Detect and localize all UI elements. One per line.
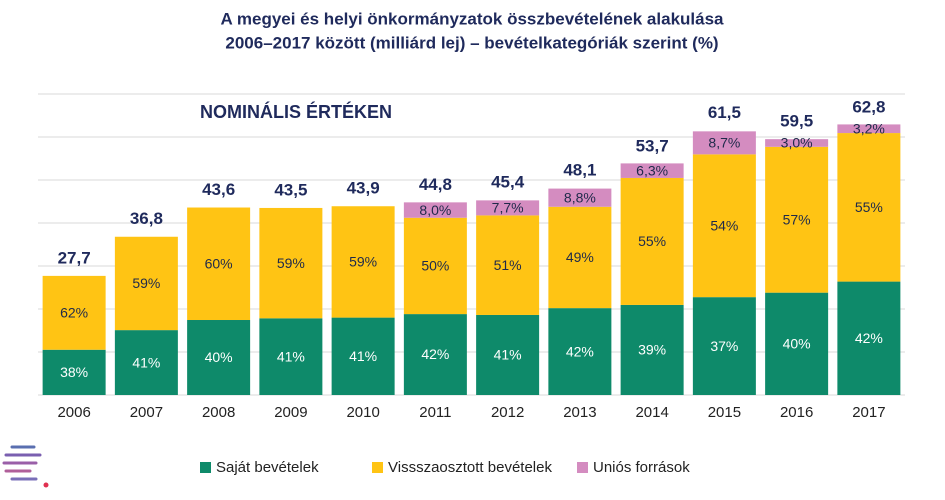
- legend-swatch: [372, 462, 383, 473]
- bar-segment: [837, 124, 901, 134]
- total-label: 43,5: [274, 180, 307, 199]
- data-label: 59%: [132, 275, 160, 291]
- data-label: 40%: [205, 349, 233, 365]
- total-label: 48,1: [563, 161, 596, 180]
- data-label: 41%: [494, 347, 522, 363]
- data-label: 8,8%: [564, 189, 596, 205]
- data-label: 60%: [205, 255, 233, 271]
- data-label: 3,2%: [853, 120, 885, 136]
- total-label: 43,9: [347, 179, 380, 198]
- logo: [2, 445, 49, 488]
- legend-swatch: [577, 462, 588, 473]
- x-tick-label: 2010: [346, 404, 379, 421]
- bar-segment: [692, 131, 756, 155]
- bar-segment: [765, 139, 829, 147]
- x-tick-label: 2008: [202, 404, 235, 421]
- data-label: 55%: [855, 199, 883, 215]
- bar-segment: [765, 146, 829, 293]
- data-label: 41%: [349, 348, 377, 364]
- total-label: 36,8: [130, 209, 163, 228]
- x-tick-label: 2016: [780, 404, 813, 421]
- bar-segment: [476, 200, 540, 216]
- data-label: 7,7%: [492, 200, 524, 216]
- data-label: 54%: [710, 217, 738, 233]
- data-label: 39%: [638, 342, 666, 358]
- data-label: 42%: [421, 346, 449, 362]
- x-tick-label: 2009: [274, 404, 307, 421]
- x-tick-label: 2012: [491, 404, 524, 421]
- data-label: 6,3%: [636, 162, 668, 178]
- data-label: 41%: [277, 348, 305, 364]
- bar-segment: [692, 154, 756, 298]
- data-label: 41%: [132, 354, 160, 370]
- x-tick-label: 2007: [130, 404, 163, 421]
- bar-segment: [403, 202, 467, 218]
- bar-segment: [187, 320, 251, 395]
- data-label: 59%: [349, 254, 377, 270]
- bar-segment: [837, 133, 901, 282]
- x-tick-label: 2017: [852, 404, 885, 421]
- bar-segment: [403, 314, 467, 395]
- bar-segment: [42, 349, 106, 395]
- x-tick-label: 2013: [563, 404, 596, 421]
- chart-title: 2006–2017 között (milliárd lej) – bevéte…: [225, 33, 718, 52]
- data-label: 8,0%: [419, 202, 451, 218]
- total-label: 53,7: [636, 137, 669, 156]
- legend-label: Vissszaosztott bevételek: [388, 459, 552, 476]
- total-label: 43,6: [202, 180, 235, 199]
- bar-segment: [548, 308, 612, 395]
- bar-segment: [114, 236, 178, 331]
- total-label: 59,5: [780, 112, 813, 131]
- data-label: 8,7%: [708, 135, 740, 151]
- data-label: 62%: [60, 305, 88, 321]
- x-tick-label: 2014: [635, 404, 668, 421]
- legend-label: Saját bevételek: [216, 459, 319, 476]
- data-label: 49%: [566, 249, 594, 265]
- data-label: 51%: [494, 257, 522, 273]
- data-label: 38%: [60, 364, 88, 380]
- bar-segment: [476, 314, 540, 395]
- bar-segment: [331, 206, 395, 318]
- bar-segment: [765, 292, 829, 395]
- bar-segment: [114, 330, 178, 395]
- bar-segment: [620, 177, 684, 305]
- bar-segment: [476, 215, 540, 315]
- legend-swatch: [200, 462, 211, 473]
- annotation: NOMINÁLIS ÉRTÉKEN: [200, 101, 392, 122]
- bar-segment: [259, 318, 323, 395]
- bar-segment: [837, 281, 901, 395]
- bar-segment: [331, 317, 395, 395]
- bar-segment: [620, 163, 684, 178]
- legend-label: Uniós források: [593, 459, 690, 476]
- bar-segment: [548, 188, 612, 207]
- total-label: 44,8: [419, 175, 452, 194]
- bar-segment: [692, 297, 756, 395]
- data-label: 42%: [566, 343, 594, 359]
- data-label: 57%: [783, 211, 811, 227]
- total-label: 27,7: [58, 248, 91, 267]
- data-label: 40%: [783, 336, 811, 352]
- bar-segment: [259, 207, 323, 319]
- chart-title: A megyei és helyi önkormányzatok összbev…: [221, 9, 725, 28]
- x-tick-label: 2006: [57, 404, 90, 421]
- bar-segment: [403, 217, 467, 315]
- total-label: 61,5: [708, 103, 741, 122]
- bar-segment: [548, 206, 612, 309]
- bar-segment: [42, 275, 106, 350]
- data-label: 59%: [277, 255, 305, 271]
- bar-segment: [620, 304, 684, 395]
- data-label: 37%: [710, 338, 738, 354]
- x-tick-label: 2015: [708, 404, 741, 421]
- x-tick-label: 2011: [419, 404, 451, 421]
- data-label: 3,0%: [781, 135, 813, 151]
- data-label: 50%: [421, 258, 449, 274]
- total-label: 62,8: [852, 97, 885, 116]
- data-label: 55%: [638, 233, 666, 249]
- total-label: 45,4: [491, 172, 525, 191]
- bar-segment: [187, 207, 251, 321]
- data-label: 42%: [855, 330, 883, 346]
